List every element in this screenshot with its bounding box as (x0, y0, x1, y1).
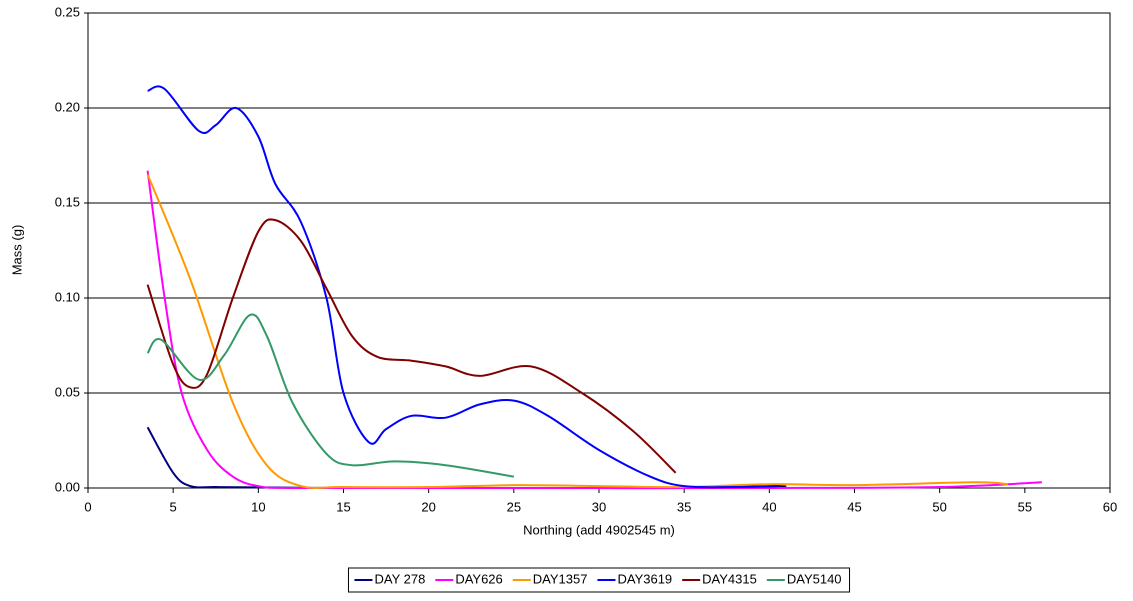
legend-label: DAY3619 (617, 571, 672, 586)
y-tick-label: 0.25 (55, 4, 80, 19)
y-axis-label: Mass (g) (9, 225, 24, 276)
x-tick-label: 30 (592, 499, 606, 514)
legend-label: DAY 278 (374, 571, 425, 586)
y-tick-label: 0.15 (55, 194, 80, 209)
data-line (146, 313, 514, 478)
y-tick-label: 0.05 (55, 384, 80, 399)
x-tick-label: 55 (1018, 499, 1032, 514)
legend-label: DAY4315 (702, 571, 757, 586)
x-axis-label: Northing (add 4902545 m) (523, 522, 675, 537)
x-tick-label: 20 (421, 499, 435, 514)
x-tick-label: 15 (336, 499, 350, 514)
data-line (147, 85, 778, 489)
legend-label: DAY5140 (787, 571, 842, 586)
x-tick-label: 40 (762, 499, 776, 514)
x-tick-label: 10 (251, 499, 265, 514)
x-tick-label: 50 (932, 499, 946, 514)
legend-label: DAY1357 (533, 571, 588, 586)
plot-area (87, 12, 1111, 489)
x-tick-label: 45 (847, 499, 861, 514)
x-tick-label: 25 (507, 499, 521, 514)
x-tick-label: 35 (677, 499, 691, 514)
y-tick-label: 0.10 (55, 289, 80, 304)
x-tick-label: 5 (170, 499, 177, 514)
y-tick-label: 0.20 (55, 99, 80, 114)
y-tick-label: 0.00 (55, 479, 80, 494)
x-tick-label: 0 (84, 499, 91, 514)
data-line (146, 218, 677, 474)
x-tick-label: 60 (1103, 499, 1117, 514)
data-line (146, 174, 1008, 489)
legend-label: DAY626 (455, 571, 502, 586)
